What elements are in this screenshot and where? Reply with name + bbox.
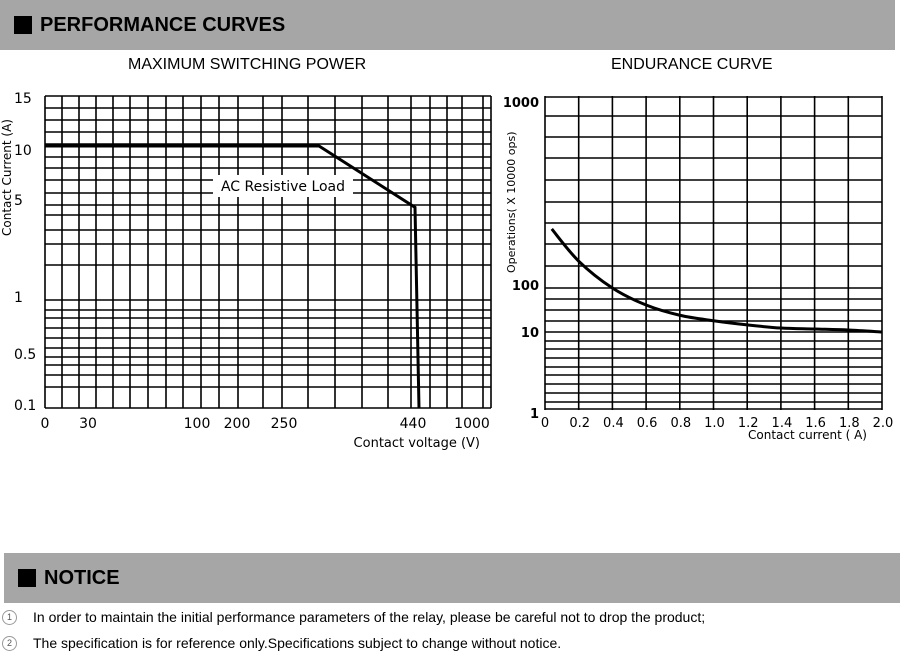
x-tick-label: 100 bbox=[184, 416, 211, 432]
y-tick-label: 10 bbox=[521, 326, 539, 341]
x-tick-label: 0 bbox=[541, 416, 549, 431]
x-tick-label: 0.4 bbox=[603, 416, 624, 431]
x-tick-label: 1.0 bbox=[704, 416, 725, 431]
x-tick-label: 1000 bbox=[454, 416, 490, 432]
x-tick-label: 1.2 bbox=[738, 416, 759, 431]
square-bullet-icon bbox=[18, 569, 36, 587]
y-tick-label: 100 bbox=[512, 279, 539, 294]
x-tick-label: 1.4 bbox=[772, 416, 793, 431]
x-axis-label: Contact voltage (V) bbox=[354, 436, 480, 451]
y-tick-label: 0.5 bbox=[14, 347, 36, 363]
series-line-endurance bbox=[550, 227, 883, 334]
notice-item: 2 The specification is for reference onl… bbox=[0, 635, 561, 651]
y-axis-label: Contact Current (A) bbox=[0, 119, 14, 236]
chart-title-switching-power: MAXIMUM SWITCHING POWER bbox=[128, 56, 367, 73]
square-bullet-icon bbox=[14, 16, 32, 34]
y-tick-label: 1 bbox=[530, 407, 539, 422]
x-tick-label: 1.8 bbox=[839, 416, 860, 431]
x-tick-label: 440 bbox=[400, 416, 427, 432]
x-axis-label: Contact current ( A) bbox=[748, 428, 867, 442]
notice-text: In order to maintain the initial perform… bbox=[33, 609, 706, 625]
notice-header: NOTICE bbox=[4, 553, 900, 603]
x-tick-label: 30 bbox=[79, 416, 97, 432]
y-tick-label: 5 bbox=[14, 193, 23, 209]
annotation-background bbox=[213, 175, 353, 197]
x-tick-label: 250 bbox=[271, 416, 298, 432]
x-tick-label: 0.6 bbox=[637, 416, 658, 431]
x-tick-label: 2.0 bbox=[873, 416, 894, 431]
notice-item: 1 In order to maintain the initial perfo… bbox=[0, 609, 705, 625]
notice-text: The specification is for reference only.… bbox=[33, 635, 562, 651]
y-tick-label: 0.1 bbox=[14, 398, 36, 414]
performance-curves-header: PERFORMANCE CURVES bbox=[0, 0, 895, 50]
circled-number: 2 bbox=[2, 635, 17, 651]
y-tick-label: 10 bbox=[14, 143, 32, 159]
x-tick-label: 1.6 bbox=[805, 416, 826, 431]
x-tick-label: 0.2 bbox=[569, 416, 590, 431]
section-title: NOTICE bbox=[44, 566, 120, 589]
series-line-ac-resistive-load bbox=[45, 144, 421, 409]
y-tick-label: 1000 bbox=[503, 96, 539, 111]
chart-title-endurance: ENDURANCE CURVE bbox=[611, 56, 773, 73]
y-tick-label: 1 bbox=[14, 290, 23, 306]
x-tick-label: 0 bbox=[41, 416, 50, 432]
y-axis-label: Operations( X 10000 ops) bbox=[505, 131, 518, 273]
x-tick-label: 0.8 bbox=[670, 416, 691, 431]
x-tick-label: 200 bbox=[224, 416, 251, 432]
annotation-label: AC Resistive Load bbox=[221, 179, 345, 195]
circled-number: 1 bbox=[2, 609, 17, 625]
y-tick-label: 15 bbox=[14, 91, 32, 107]
section-title: PERFORMANCE CURVES bbox=[40, 13, 286, 36]
